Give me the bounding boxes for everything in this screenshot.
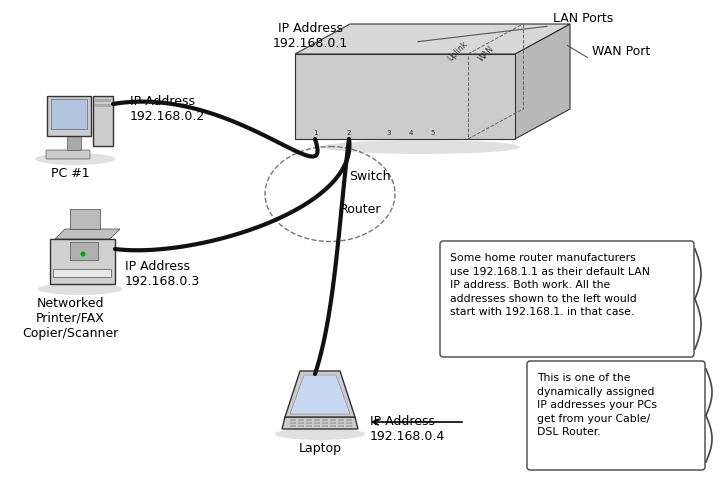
FancyBboxPatch shape — [477, 70, 495, 88]
FancyBboxPatch shape — [53, 269, 111, 277]
Text: This is one of the
dynamically assigned
IP addresses your PCs
get from your Cabl: This is one of the dynamically assigned … — [537, 372, 657, 436]
FancyBboxPatch shape — [314, 425, 320, 427]
FancyBboxPatch shape — [426, 72, 440, 84]
Text: IP Address
192.168.0.1: IP Address 192.168.0.1 — [273, 22, 347, 50]
FancyBboxPatch shape — [290, 419, 296, 421]
FancyBboxPatch shape — [483, 84, 489, 87]
FancyBboxPatch shape — [301, 67, 329, 91]
FancyBboxPatch shape — [404, 72, 418, 84]
FancyBboxPatch shape — [67, 137, 81, 151]
FancyBboxPatch shape — [322, 422, 328, 424]
FancyBboxPatch shape — [46, 151, 90, 160]
FancyBboxPatch shape — [330, 419, 336, 421]
FancyBboxPatch shape — [47, 97, 91, 137]
FancyBboxPatch shape — [70, 242, 98, 261]
FancyBboxPatch shape — [479, 72, 493, 84]
FancyBboxPatch shape — [408, 84, 414, 87]
FancyBboxPatch shape — [346, 422, 352, 424]
Text: IP Address
192.168.0.2: IP Address 192.168.0.2 — [130, 95, 205, 123]
FancyBboxPatch shape — [346, 425, 352, 427]
FancyBboxPatch shape — [322, 425, 328, 427]
Text: IP Address
192.168.0.4: IP Address 192.168.0.4 — [370, 414, 445, 442]
FancyBboxPatch shape — [306, 422, 312, 424]
Polygon shape — [515, 25, 570, 140]
Circle shape — [81, 252, 86, 257]
Text: 1: 1 — [313, 130, 317, 136]
Text: Laptop: Laptop — [298, 441, 342, 454]
Text: Uplink: Uplink — [446, 39, 470, 63]
FancyBboxPatch shape — [290, 425, 296, 427]
FancyBboxPatch shape — [335, 67, 363, 91]
Text: Router: Router — [339, 203, 381, 216]
Text: Switch: Switch — [349, 170, 390, 183]
FancyBboxPatch shape — [306, 419, 312, 421]
FancyBboxPatch shape — [430, 84, 436, 87]
FancyBboxPatch shape — [51, 100, 87, 130]
Polygon shape — [282, 417, 358, 429]
FancyBboxPatch shape — [380, 70, 398, 88]
FancyBboxPatch shape — [295, 55, 515, 140]
Text: WAN Port: WAN Port — [592, 45, 650, 58]
FancyBboxPatch shape — [446, 70, 464, 88]
Text: IP Address
192.168.0.3: IP Address 192.168.0.3 — [125, 260, 201, 288]
Text: 2: 2 — [347, 130, 351, 136]
FancyBboxPatch shape — [448, 72, 462, 84]
FancyBboxPatch shape — [452, 84, 458, 87]
Text: Some home router manufacturers
use 192.168.1.1 as their default LAN
IP address. : Some home router manufacturers use 192.1… — [450, 252, 650, 317]
FancyBboxPatch shape — [382, 72, 396, 84]
FancyBboxPatch shape — [290, 422, 296, 424]
FancyBboxPatch shape — [95, 100, 111, 103]
FancyBboxPatch shape — [338, 425, 344, 427]
Polygon shape — [295, 25, 570, 55]
FancyBboxPatch shape — [330, 422, 336, 424]
Text: Networked
Printer/FAX
Copier/Scanner: Networked Printer/FAX Copier/Scanner — [22, 296, 118, 339]
FancyBboxPatch shape — [402, 70, 420, 88]
Polygon shape — [70, 210, 100, 229]
Text: LAN Ports: LAN Ports — [553, 12, 613, 25]
Polygon shape — [55, 229, 120, 240]
FancyBboxPatch shape — [95, 105, 111, 108]
Text: 5: 5 — [431, 130, 435, 136]
FancyBboxPatch shape — [322, 419, 328, 421]
FancyBboxPatch shape — [337, 82, 361, 90]
FancyBboxPatch shape — [298, 422, 304, 424]
Text: WAN: WAN — [477, 44, 495, 63]
FancyBboxPatch shape — [338, 419, 344, 421]
FancyBboxPatch shape — [298, 425, 304, 427]
FancyBboxPatch shape — [346, 419, 352, 421]
FancyBboxPatch shape — [303, 82, 327, 90]
FancyBboxPatch shape — [386, 84, 392, 87]
FancyBboxPatch shape — [298, 419, 304, 421]
Ellipse shape — [323, 141, 521, 155]
Text: 3: 3 — [387, 130, 391, 136]
Text: 4: 4 — [409, 130, 413, 136]
FancyBboxPatch shape — [314, 422, 320, 424]
Ellipse shape — [35, 154, 115, 166]
FancyBboxPatch shape — [93, 97, 113, 147]
Polygon shape — [290, 375, 350, 414]
Ellipse shape — [37, 283, 122, 295]
Text: PC #1: PC #1 — [50, 167, 89, 180]
FancyBboxPatch shape — [440, 241, 694, 357]
FancyBboxPatch shape — [338, 422, 344, 424]
Ellipse shape — [275, 428, 365, 440]
FancyBboxPatch shape — [50, 240, 115, 285]
FancyBboxPatch shape — [424, 70, 442, 88]
FancyBboxPatch shape — [306, 425, 312, 427]
FancyBboxPatch shape — [330, 425, 336, 427]
Polygon shape — [285, 371, 355, 417]
FancyBboxPatch shape — [527, 361, 705, 470]
FancyBboxPatch shape — [314, 419, 320, 421]
